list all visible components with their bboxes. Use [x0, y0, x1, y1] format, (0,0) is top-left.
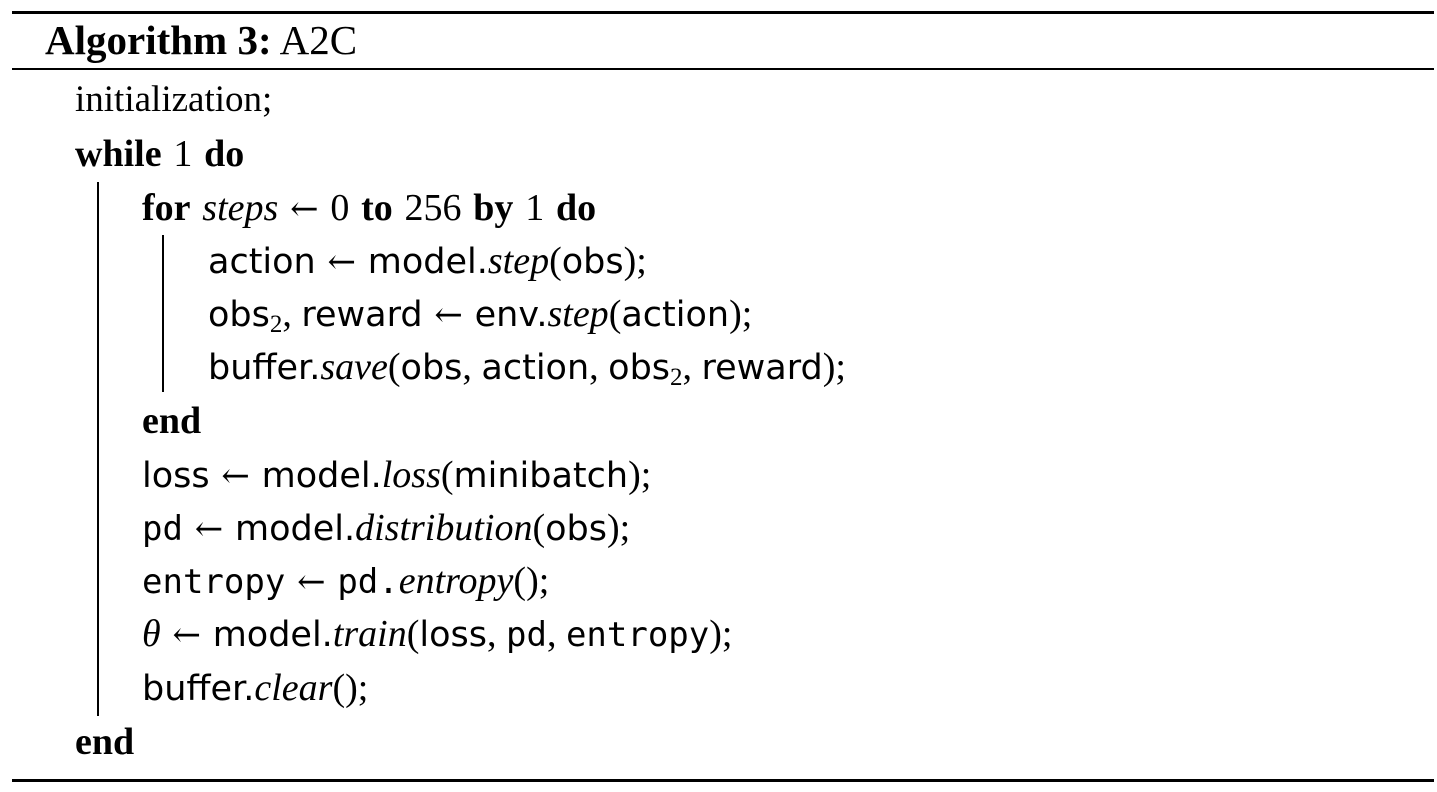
line-end-while: end — [75, 721, 135, 763]
line-train: θ ← model.train(loss, pd, entropy); — [142, 613, 733, 655]
keyword-while: while — [75, 133, 162, 175]
loop-end: 256 — [404, 187, 462, 229]
keyword-do: do — [204, 133, 245, 175]
line-action: action ← model.step(obs); — [208, 240, 647, 282]
top-rule — [12, 11, 1434, 14]
keyword-by: by — [473, 187, 514, 229]
keyword-to: to — [361, 187, 393, 229]
line-entropy: entropy ← pd.entropy(); — [142, 560, 550, 602]
loop-step: 1 — [525, 187, 545, 229]
line-while: while 1 do — [75, 128, 244, 180]
assign-arrow: ← — [290, 189, 319, 229]
for-block-bar — [162, 235, 164, 392]
line-loss: loss ← model.loss(minibatch); — [142, 454, 652, 496]
keyword-do: do — [555, 187, 597, 229]
algorithm-name: A2C — [279, 17, 358, 63]
line-initialization: initialization; — [75, 79, 273, 120]
loop-start: 0 — [330, 187, 350, 229]
keyword-for: for — [142, 187, 191, 229]
while-condition: 1 — [173, 133, 193, 175]
bottom-rule — [12, 779, 1434, 782]
loop-variable: steps — [202, 187, 279, 229]
line-for: for steps ← 0 to 256 by 1 do — [142, 182, 596, 234]
line-env-step: obs2, reward ← env.step(action); — [208, 293, 753, 338]
caption-rule — [12, 68, 1434, 70]
line-end-for: end — [142, 400, 202, 442]
algorithm-caption: Algorithm 3: A2C — [45, 14, 357, 66]
while-block-bar — [97, 182, 99, 716]
line-buffer-save: buffer.save(obs, action, obs2, reward); — [208, 346, 846, 391]
algorithm-label: Algorithm 3: — [45, 17, 272, 63]
line-distribution: pd ← model.distribution(obs); — [142, 507, 631, 549]
line-buffer-clear: buffer.clear(); — [142, 667, 369, 709]
